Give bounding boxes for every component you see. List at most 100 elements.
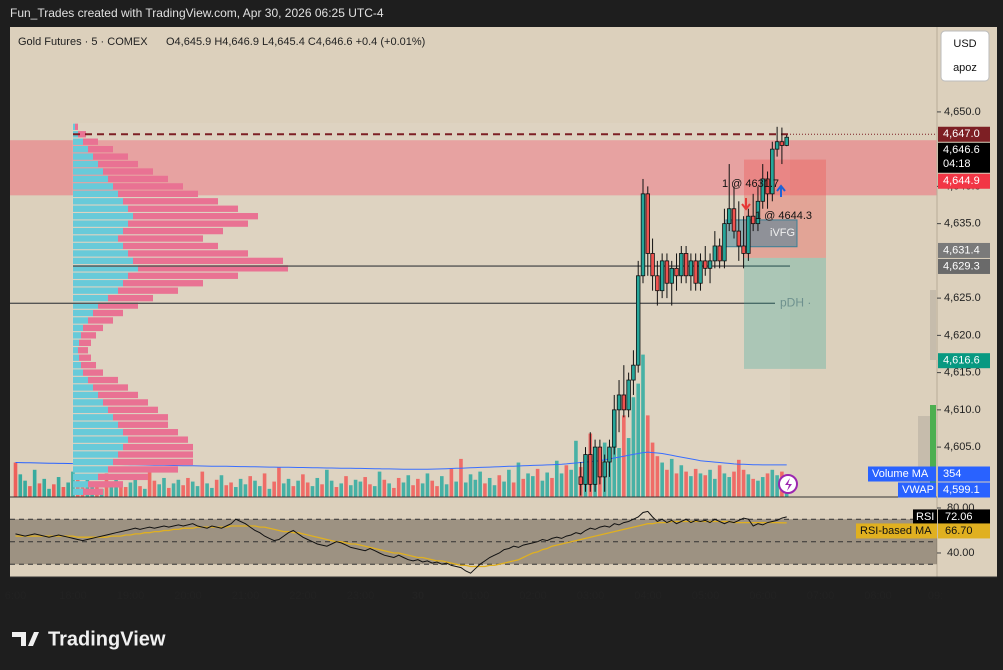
x-tick-label: 03:00 [577, 590, 605, 602]
volume-bar [459, 458, 463, 497]
volume-bar [157, 484, 161, 497]
volume-bar [190, 481, 195, 497]
price-tag [938, 242, 990, 258]
profile-sell [93, 384, 128, 391]
profile-buy [73, 443, 123, 451]
price-tag-label: 4,629.3 [943, 260, 980, 272]
reward-box [744, 257, 826, 369]
indicator-value: 4,599.1 [943, 484, 980, 496]
indicator-tag [898, 482, 936, 498]
profile-sell [118, 235, 203, 242]
volume-bar [727, 477, 732, 497]
volume-bar [660, 462, 664, 497]
candle-body [679, 253, 684, 277]
indicator-value-tag [938, 466, 990, 482]
profile-buy [73, 302, 98, 309]
rsi-ma-name-tag [856, 523, 937, 539]
profile-buy [73, 280, 123, 287]
volume-bar [195, 486, 200, 497]
volume-bar [396, 477, 401, 497]
profile-buy [73, 361, 81, 369]
price-pane: pDH · iVFG 1 @ 4631.7 1 @ 4644.3 [10, 123, 937, 497]
volume-bar [257, 486, 262, 497]
volume-bar [66, 482, 70, 497]
candle-body [698, 260, 703, 284]
profile-sell [78, 131, 86, 138]
volume-bar [305, 482, 310, 497]
rsi-tick-label: 40.00 [947, 547, 975, 559]
x-tick-label: 05:00 [692, 590, 720, 602]
brand-name: TradingView [48, 628, 166, 650]
profile-buy [73, 227, 123, 235]
volume-bar [775, 475, 779, 497]
price-tag [938, 258, 990, 274]
profile-sell [128, 220, 248, 227]
countdown: 04:18 [943, 158, 971, 170]
volume-bar [387, 483, 391, 497]
volume-bar [736, 459, 741, 497]
rsi-name-tag [913, 509, 937, 525]
profile-buy [73, 175, 108, 183]
profile-sell [98, 473, 148, 481]
candle-body [722, 223, 727, 262]
candle-body [588, 454, 593, 485]
replay-bolt [785, 478, 792, 491]
volume-bar [286, 478, 291, 497]
volume-bar [698, 473, 703, 497]
volume-bar [554, 460, 559, 497]
candle-body [712, 245, 718, 262]
profile-sell [93, 309, 123, 317]
volume-bar [487, 477, 492, 497]
volume-bar [56, 477, 61, 497]
profile-buy [73, 488, 83, 495]
currency-box[interactable] [940, 30, 990, 82]
volume-bar [454, 481, 458, 497]
profile-buy [73, 257, 133, 265]
volume-bar [349, 485, 353, 497]
volume-bar [449, 468, 454, 497]
volume-bar [746, 474, 751, 497]
y-tick-label: 4,625.0 [944, 292, 981, 304]
level-label: pDH · [780, 296, 811, 310]
buy-arrow [776, 184, 786, 197]
candle-body [631, 364, 636, 381]
volume-bar [353, 479, 358, 497]
rsi-name: RSI [916, 511, 934, 523]
profile-buy [73, 235, 118, 242]
profile-sell [128, 272, 238, 279]
candle-body [592, 446, 598, 485]
candle-body [602, 461, 607, 478]
profile-sell [81, 332, 96, 339]
x-tick-label: 30 [412, 590, 424, 602]
candle-body [669, 267, 674, 284]
volume-bar [166, 487, 171, 497]
volume-bar [645, 415, 650, 497]
volume-bar [368, 484, 372, 497]
profile-sell [75, 123, 78, 130]
rsi-value-tag [938, 509, 990, 525]
volume-bar [253, 480, 257, 497]
indicator-name: VWAP [902, 484, 934, 496]
volume-bar [262, 473, 267, 497]
candle-body [578, 476, 583, 485]
candle-body [688, 260, 694, 277]
profile-sell [79, 354, 91, 361]
volume-bar [502, 481, 506, 497]
volume-bar [732, 471, 736, 497]
volume-bar [526, 473, 530, 497]
volume-bar [507, 469, 511, 497]
brand-logo[interactable]: TradingView [12, 628, 166, 650]
profile-buy [73, 332, 81, 339]
volume-bar [617, 448, 621, 497]
volume-bar [468, 474, 473, 497]
profile-buy [73, 421, 118, 428]
volume-bar [430, 480, 435, 497]
candle-body [674, 267, 679, 277]
profile-buy [73, 406, 108, 414]
volume-bar [463, 482, 468, 497]
profile-sell [138, 265, 288, 272]
volume-bar [325, 469, 329, 497]
indicator-tag [868, 466, 936, 482]
profile-sell [93, 153, 128, 160]
